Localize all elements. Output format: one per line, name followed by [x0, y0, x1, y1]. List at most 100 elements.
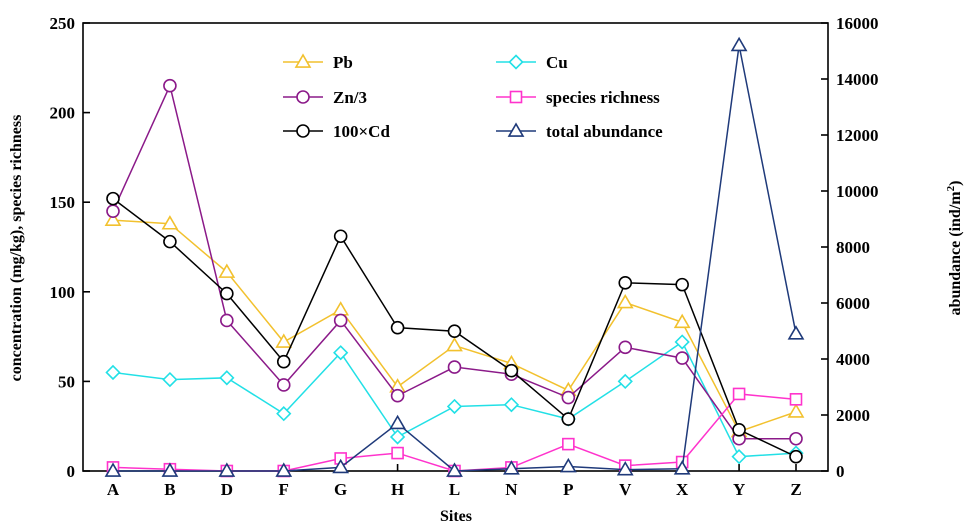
legend-entry-3: species richness: [496, 88, 660, 107]
y-right-tick-label: 2000: [836, 406, 870, 425]
legend-marker: [507, 122, 525, 137]
x-tick-label: X: [676, 480, 689, 499]
y-axis-right-title: abundance (ind/m2): [945, 181, 964, 316]
x-tick-label: Y: [733, 480, 745, 499]
legend: Pb Cu Zn/3 species richness 100×Cd total abun…: [283, 53, 663, 141]
data-point: [219, 370, 235, 386]
y-left-tick-label: 100: [50, 283, 76, 302]
legend-marker: [294, 53, 312, 68]
x-tick-label: N: [505, 480, 518, 499]
y-right-tick-label: 0: [836, 462, 845, 481]
y-axis-left-title: concentration (mg/kg), species richness: [8, 115, 25, 382]
legend-entry-0: Pb: [283, 53, 353, 72]
data-point: [275, 333, 293, 348]
data-point: [220, 286, 234, 301]
data-point: [447, 360, 462, 374]
x-axis-title: Sites: [440, 508, 472, 525]
data-point: [390, 388, 405, 403]
data-point: [732, 422, 746, 437]
data-point: [276, 406, 292, 422]
data-point: [503, 397, 520, 413]
data-point: [616, 461, 634, 476]
data-point: [332, 458, 350, 474]
data-point: [333, 313, 348, 328]
x-tick-label: P: [563, 480, 573, 499]
data-point: [333, 345, 349, 361]
y-left-tick-label: 150: [50, 193, 76, 212]
data-point: [446, 462, 463, 477]
data-point: [106, 204, 120, 218]
data-point: [163, 78, 177, 93]
x-tick-label: H: [391, 480, 404, 499]
legend-label: total abundance: [546, 122, 663, 141]
legend-entry-1: Cu: [496, 53, 568, 72]
data-point: [561, 390, 576, 405]
x-tick-label: Z: [790, 480, 801, 499]
data-point: [389, 429, 406, 445]
data-point: [447, 324, 462, 339]
data-point: [562, 437, 575, 451]
data-point: [390, 320, 405, 335]
y-axis-right-title-main: abundance (ind/m: [947, 191, 964, 316]
y-right-tick-label: 6000: [836, 294, 870, 313]
data-point: [220, 313, 234, 328]
data-point: [730, 36, 748, 52]
series-layer: [104, 36, 805, 478]
data-point: [618, 340, 633, 355]
data-point: [789, 393, 803, 406]
data-point: [618, 276, 633, 290]
data-point: [673, 460, 691, 475]
y-right-tick-label: 16000: [836, 14, 879, 33]
data-point: [675, 277, 689, 292]
x-tick-label: B: [164, 480, 175, 499]
series-2: [106, 78, 803, 446]
data-point: [218, 263, 236, 278]
legend-label: Pb: [333, 53, 353, 72]
data-point: [504, 363, 519, 378]
data-point: [276, 378, 291, 392]
x-tick-label: L: [449, 480, 460, 499]
data-point: [333, 229, 348, 244]
y-left-tick-label: 50: [58, 372, 75, 391]
data-point: [789, 449, 803, 464]
series-1: [105, 334, 804, 465]
data-point: [561, 412, 576, 426]
series-4: [106, 191, 803, 464]
y-right-tick-label: 8000: [836, 238, 870, 257]
x-tick-label: G: [334, 480, 347, 499]
legend-marker: [508, 54, 524, 70]
y-right-tick-label: 12000: [836, 126, 879, 145]
data-point: [218, 462, 236, 477]
y-right-tick-label: 10000: [836, 182, 879, 201]
y-axis-right-title-sup: 2: [945, 185, 957, 191]
data-point: [106, 191, 120, 206]
data-point: [389, 414, 406, 430]
legend-entry-2: Zn/3: [283, 88, 367, 107]
legend-marker: [296, 90, 310, 104]
data-point: [332, 301, 350, 316]
legend-label: species richness: [546, 88, 660, 107]
data-point: [275, 462, 293, 477]
series-5: [104, 36, 805, 477]
data-point: [162, 371, 178, 388]
y-right-tick-label: 14000: [836, 70, 879, 89]
data-point: [789, 431, 803, 446]
data-point: [675, 351, 689, 365]
legend-label: Cu: [546, 53, 568, 72]
data-point: [787, 325, 805, 340]
data-point: [616, 293, 634, 309]
data-point: [731, 449, 747, 465]
data-point: [163, 234, 177, 249]
legend-marker: [509, 90, 523, 104]
legend-label: 100×Cd: [333, 122, 390, 141]
y-left-tick-label: 200: [50, 104, 76, 123]
x-tick-label: D: [221, 480, 233, 499]
x-tick-label: A: [107, 480, 120, 499]
data-point: [391, 446, 404, 460]
legend-marker: [296, 124, 310, 138]
data-point: [617, 373, 633, 390]
y-left-tick-label: 0: [67, 462, 76, 481]
data-point: [104, 211, 122, 226]
x-tick-label: V: [619, 480, 632, 499]
